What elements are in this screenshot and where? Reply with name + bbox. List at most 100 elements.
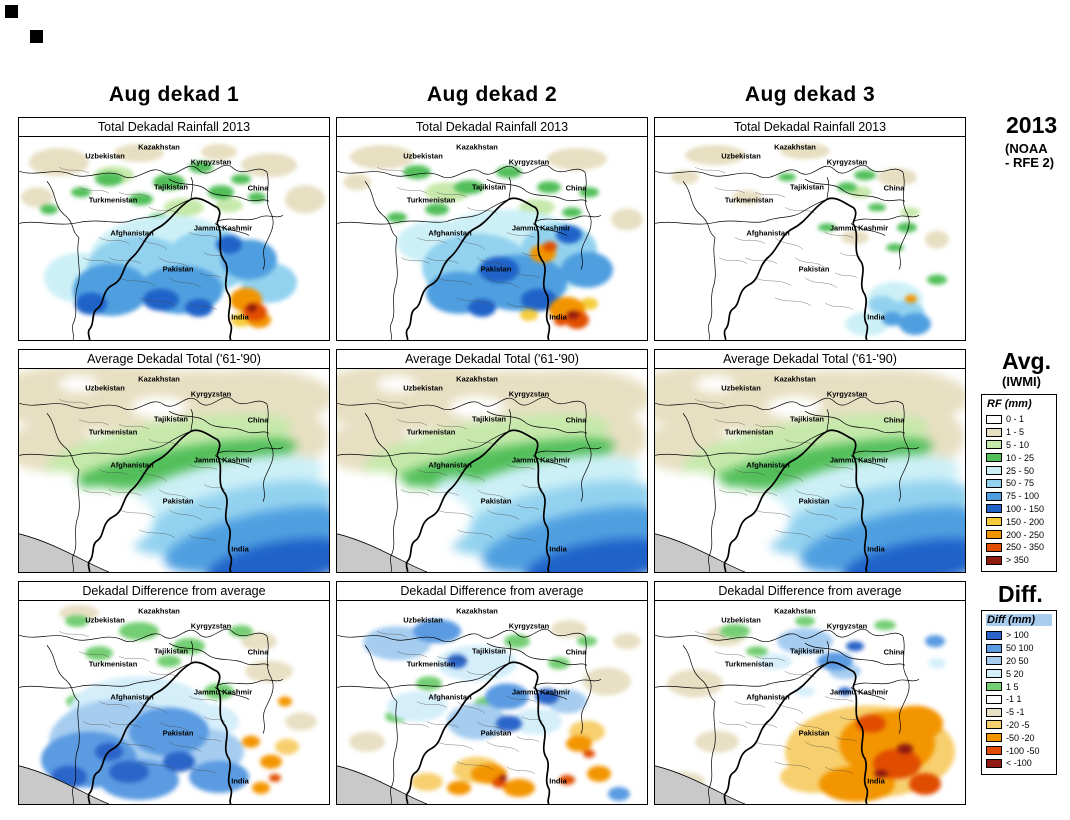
legend-row: -50 -20 — [986, 731, 1052, 744]
sea-mask — [337, 533, 428, 572]
panel-title: Dekadal Difference from average — [336, 581, 648, 601]
country-borders — [337, 165, 602, 340]
legend-swatch — [986, 414, 1002, 424]
legend-swatch — [986, 694, 1002, 704]
legend-label: > 100 — [1006, 630, 1029, 641]
map-area: Kazakhstan Uzbekistan Kyrgyzstan Tajikistan… — [336, 601, 648, 805]
legend-swatch — [986, 656, 1002, 666]
legend-row: 1 - 5 — [986, 426, 1052, 439]
corner-marker-2 — [30, 30, 43, 43]
sea-mask — [19, 765, 110, 804]
legend-label: 50 - 75 — [1006, 478, 1035, 489]
legend-diff: Diff (mm) > 100 50 100 20 50 5 20 1 5 -1 1 -5 … — [981, 610, 1057, 775]
map-area: Kazakhstan Uzbekistan Kyrgyzstan Tajikistan… — [654, 369, 966, 573]
legend-swatch — [986, 478, 1002, 488]
legend-diff-rows: > 100 50 100 20 50 5 20 1 5 -1 1 -5 -1 -20 -5 -5… — [986, 629, 1052, 770]
map-panel-row1-col1: Total Dekadal Rainfall 2013 Kazakhstan Uzb… — [18, 117, 330, 341]
map-canvas — [19, 601, 329, 804]
legend-label: -1 1 — [1006, 694, 1022, 705]
rainfall-blobs-layer — [41, 605, 317, 800]
map-canvas — [19, 369, 329, 572]
legend-label: 5 20 — [1006, 668, 1024, 679]
column-header-aug-dekad-1: Aug dekad 1 — [108, 83, 240, 106]
legend-label: 10 - 25 — [1006, 452, 1035, 463]
map-area: Kazakhstan Uzbekistan Kyrgyzstan Tajikistan… — [18, 369, 330, 573]
map-panel-row1-col3: Total Dekadal Rainfall 2013 Kazakhstan Uzb… — [654, 117, 966, 341]
panel-title: Total Dekadal Rainfall 2013 — [654, 117, 966, 137]
legend-row: 100 - 150 — [986, 503, 1052, 516]
legend-row: 20 50 — [986, 655, 1052, 668]
legend-swatch — [986, 682, 1002, 692]
legend-row: 25 - 50 — [986, 464, 1052, 477]
legend-label: 1 5 — [1006, 681, 1019, 692]
legend-row: 250 - 350 — [986, 541, 1052, 554]
legend-row: > 100 — [986, 629, 1052, 642]
country-borders — [19, 397, 284, 572]
legend-swatch — [986, 453, 1002, 463]
legend-swatch — [986, 491, 1002, 501]
map-panel-row3-col3: Dekadal Difference from average Kazakhsta… — [654, 581, 966, 805]
legend-diff-title: Diff (mm) — [986, 614, 1052, 626]
legend-swatch — [986, 643, 1002, 653]
legend-label: > 350 — [1006, 555, 1029, 566]
country-borders — [655, 629, 920, 804]
legend-label: 1 - 5 — [1006, 427, 1025, 438]
rainfall-blobs-layer — [343, 145, 643, 329]
legend-swatch — [986, 530, 1002, 540]
sea-mask — [337, 765, 428, 804]
legend-row: 150 - 200 — [986, 515, 1052, 528]
legend-swatch — [986, 542, 1002, 552]
legend-swatch — [986, 630, 1002, 640]
rainfall-blobs-layer — [337, 369, 647, 572]
map-panel-row2-col1: Average Dekadal Total ('61-'90) Kazakhsta… — [18, 349, 330, 573]
legend-label: -5 -1 — [1006, 707, 1025, 718]
map-area: Kazakhstan Uzbekistan Kyrgyzstan Tajikistan… — [18, 137, 330, 341]
rainfall-blobs-layer — [671, 143, 949, 336]
legend-row: 75 - 100 — [986, 490, 1052, 503]
sea-mask — [655, 533, 746, 572]
legend-label: -20 -5 — [1006, 719, 1030, 730]
legend-label: 250 - 350 — [1006, 542, 1045, 553]
rainfall-blobs-layer — [655, 369, 965, 572]
legend-swatch — [986, 758, 1002, 768]
map-canvas — [19, 137, 329, 340]
map-canvas — [655, 601, 965, 804]
row3-label-diff: Diff. — [998, 581, 1043, 607]
country-borders — [655, 397, 920, 572]
legend-label: 50 100 — [1006, 643, 1034, 654]
map-area: Kazakhstan Uzbekistan Kyrgyzstan Tajikistan… — [336, 137, 648, 341]
country-borders — [19, 629, 284, 804]
legend-swatch — [986, 504, 1002, 514]
legend-row: -100 -50 — [986, 744, 1052, 757]
map-panel-row3-col1: Dekadal Difference from average Kazakhsta… — [18, 581, 330, 805]
map-area: Kazakhstan Uzbekistan Kyrgyzstan Tajikistan… — [654, 137, 966, 341]
corner-marker-1 — [5, 5, 18, 18]
row1-source-line2: - RFE 2) — [1005, 155, 1055, 171]
legend-label: -50 -20 — [1006, 732, 1035, 743]
legend-swatch — [986, 720, 1002, 730]
map-canvas — [337, 601, 647, 804]
legend-label: 20 50 — [1006, 655, 1029, 666]
country-borders — [19, 165, 284, 340]
country-borders — [337, 629, 602, 804]
legend-row: 50 - 75 — [986, 477, 1052, 490]
legend-row: -20 -5 — [986, 719, 1052, 732]
legend-row: 50 100 — [986, 642, 1052, 655]
column-header-aug-dekad-2: Aug dekad 2 — [426, 83, 558, 106]
map-panel-row2-col2: Average Dekadal Total ('61-'90) Kazakhsta… — [336, 349, 648, 573]
map-canvas — [655, 137, 965, 340]
legend-swatch — [986, 669, 1002, 679]
row1-source-line1: (NOAA — [1005, 141, 1048, 156]
row2-source: (IWMI) — [1002, 374, 1041, 389]
legend-label: 25 - 50 — [1006, 465, 1035, 476]
legend-row: > 350 — [986, 554, 1052, 567]
map-panel-row3-col2: Dekadal Difference from average Kazakhsta… — [336, 581, 648, 805]
legend-swatch — [986, 440, 1002, 450]
rainfall-blobs-layer — [19, 369, 329, 572]
map-canvas — [337, 137, 647, 340]
row1-label-year: 2013 — [1006, 112, 1058, 138]
legend-row: 0 - 1 — [986, 413, 1052, 426]
legend-label: 200 - 250 — [1006, 529, 1045, 540]
legend-rf-title: RF (mm) — [987, 398, 1032, 410]
